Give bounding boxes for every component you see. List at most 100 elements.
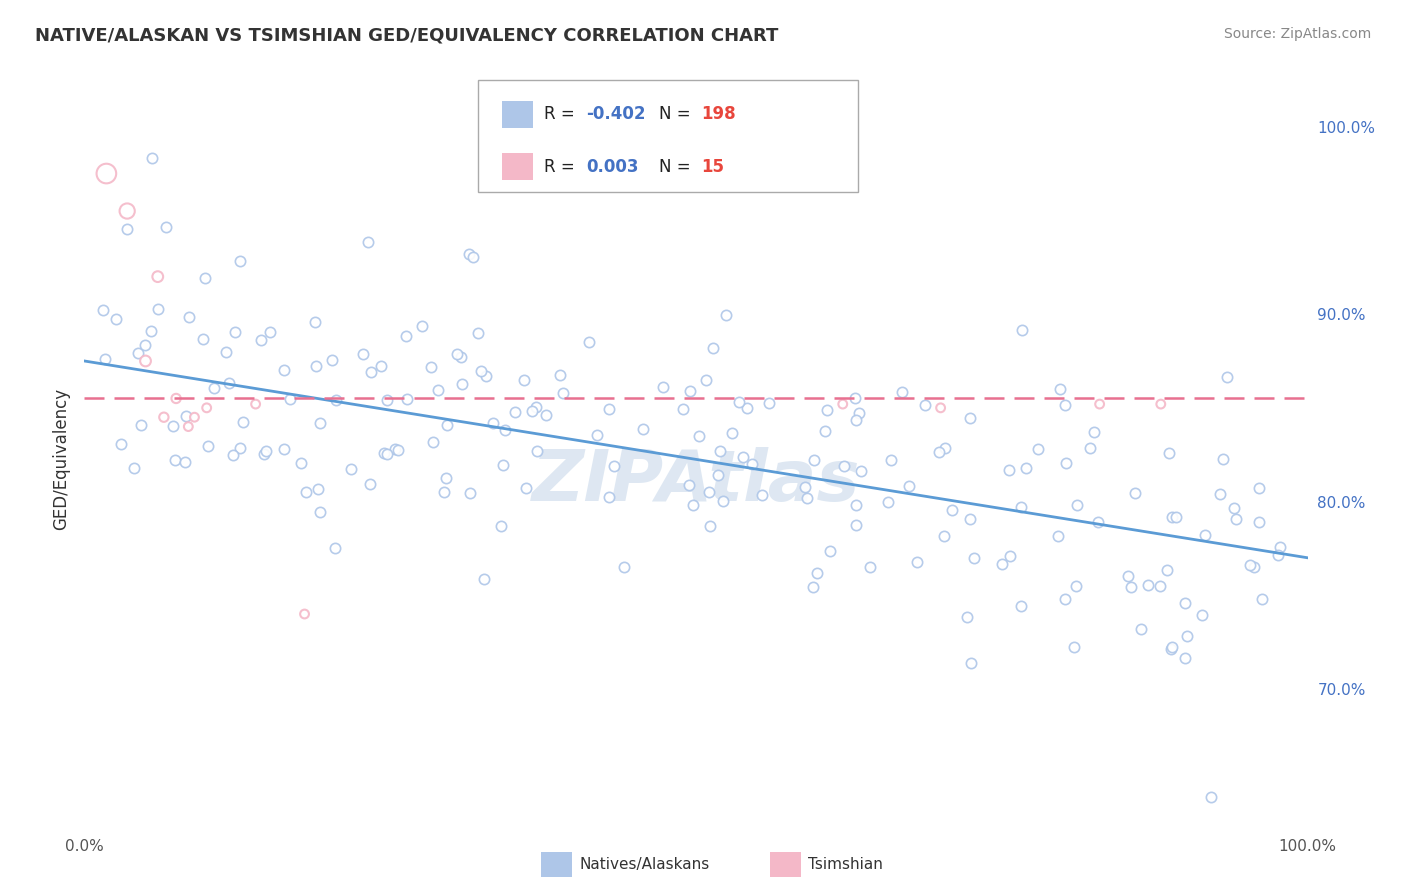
Point <box>419 360 441 375</box>
Point <box>434 471 457 485</box>
Point <box>273 363 295 377</box>
Point <box>941 502 963 516</box>
Point <box>174 409 197 423</box>
Point <box>959 410 981 425</box>
Point <box>411 318 433 333</box>
Point <box>183 410 205 425</box>
Point <box>1161 509 1184 524</box>
Point <box>1175 629 1198 643</box>
Point <box>806 566 828 580</box>
Point <box>177 310 200 324</box>
Point <box>699 519 721 533</box>
Point <box>702 341 724 355</box>
Point <box>1066 498 1088 512</box>
Point <box>1010 599 1032 614</box>
Point <box>195 401 218 415</box>
Point <box>728 395 751 409</box>
Point <box>914 398 936 412</box>
Point <box>1123 485 1146 500</box>
Point <box>122 461 145 475</box>
Point <box>1149 579 1171 593</box>
Point <box>1026 442 1049 457</box>
Point <box>357 235 380 249</box>
Point <box>96 167 118 181</box>
Point <box>129 417 152 432</box>
Point <box>522 404 544 418</box>
Point <box>997 463 1019 477</box>
Point <box>932 529 955 543</box>
Point <box>678 477 700 491</box>
Point <box>905 555 928 569</box>
Point <box>165 392 187 406</box>
Point <box>1156 563 1178 577</box>
Point <box>603 458 626 473</box>
Point <box>848 406 870 420</box>
Point <box>232 415 254 429</box>
Text: ZIPAtlas: ZIPAtlas <box>531 447 860 516</box>
Point <box>1243 559 1265 574</box>
Point <box>1268 540 1291 554</box>
Point <box>845 498 868 512</box>
Point <box>695 373 717 387</box>
Text: Source: ZipAtlas.com: Source: ZipAtlas.com <box>1223 27 1371 41</box>
Point <box>229 254 252 268</box>
Point <box>751 488 773 502</box>
Point <box>515 482 537 496</box>
Point <box>1212 451 1234 466</box>
Point <box>309 504 332 518</box>
Point <box>290 456 312 470</box>
Point <box>934 441 956 455</box>
Point <box>470 364 492 378</box>
Point <box>1054 592 1077 607</box>
Point <box>720 425 742 440</box>
Point <box>491 518 513 533</box>
Point <box>1010 500 1032 514</box>
Point <box>422 434 444 449</box>
Point <box>793 480 815 494</box>
Point <box>162 419 184 434</box>
Point <box>1250 592 1272 607</box>
Point <box>1130 622 1153 636</box>
Point <box>146 269 169 284</box>
Point <box>360 365 382 379</box>
Point <box>253 447 276 461</box>
Text: 198: 198 <box>702 105 737 123</box>
Point <box>254 444 277 458</box>
Point <box>259 325 281 339</box>
Point <box>458 485 481 500</box>
Point <box>359 477 381 491</box>
Point <box>815 402 838 417</box>
Point <box>472 572 495 586</box>
Point <box>304 315 326 329</box>
Point <box>115 222 138 236</box>
Point <box>427 383 450 397</box>
Point <box>682 498 704 512</box>
Point <box>321 353 343 368</box>
Point <box>960 656 983 670</box>
Point <box>433 484 456 499</box>
Point <box>191 333 214 347</box>
Point <box>1087 516 1109 530</box>
Point <box>578 335 600 350</box>
Point <box>395 392 418 407</box>
Point <box>482 416 505 430</box>
Point <box>897 479 920 493</box>
Point <box>1173 650 1195 665</box>
Point <box>818 544 841 558</box>
Text: R =: R = <box>544 105 581 123</box>
Point <box>929 401 952 415</box>
Point <box>1150 397 1173 411</box>
Point <box>598 490 620 504</box>
Point <box>110 436 132 450</box>
Text: Natives/Alaskans: Natives/Alaskans <box>579 857 710 871</box>
Point <box>1191 607 1213 622</box>
Point <box>633 422 655 436</box>
Point <box>387 443 409 458</box>
Point <box>177 419 200 434</box>
Point <box>859 559 882 574</box>
Point <box>1088 397 1111 411</box>
Point <box>709 444 731 458</box>
Point <box>153 410 176 425</box>
Point <box>1064 578 1087 592</box>
Point <box>197 439 219 453</box>
